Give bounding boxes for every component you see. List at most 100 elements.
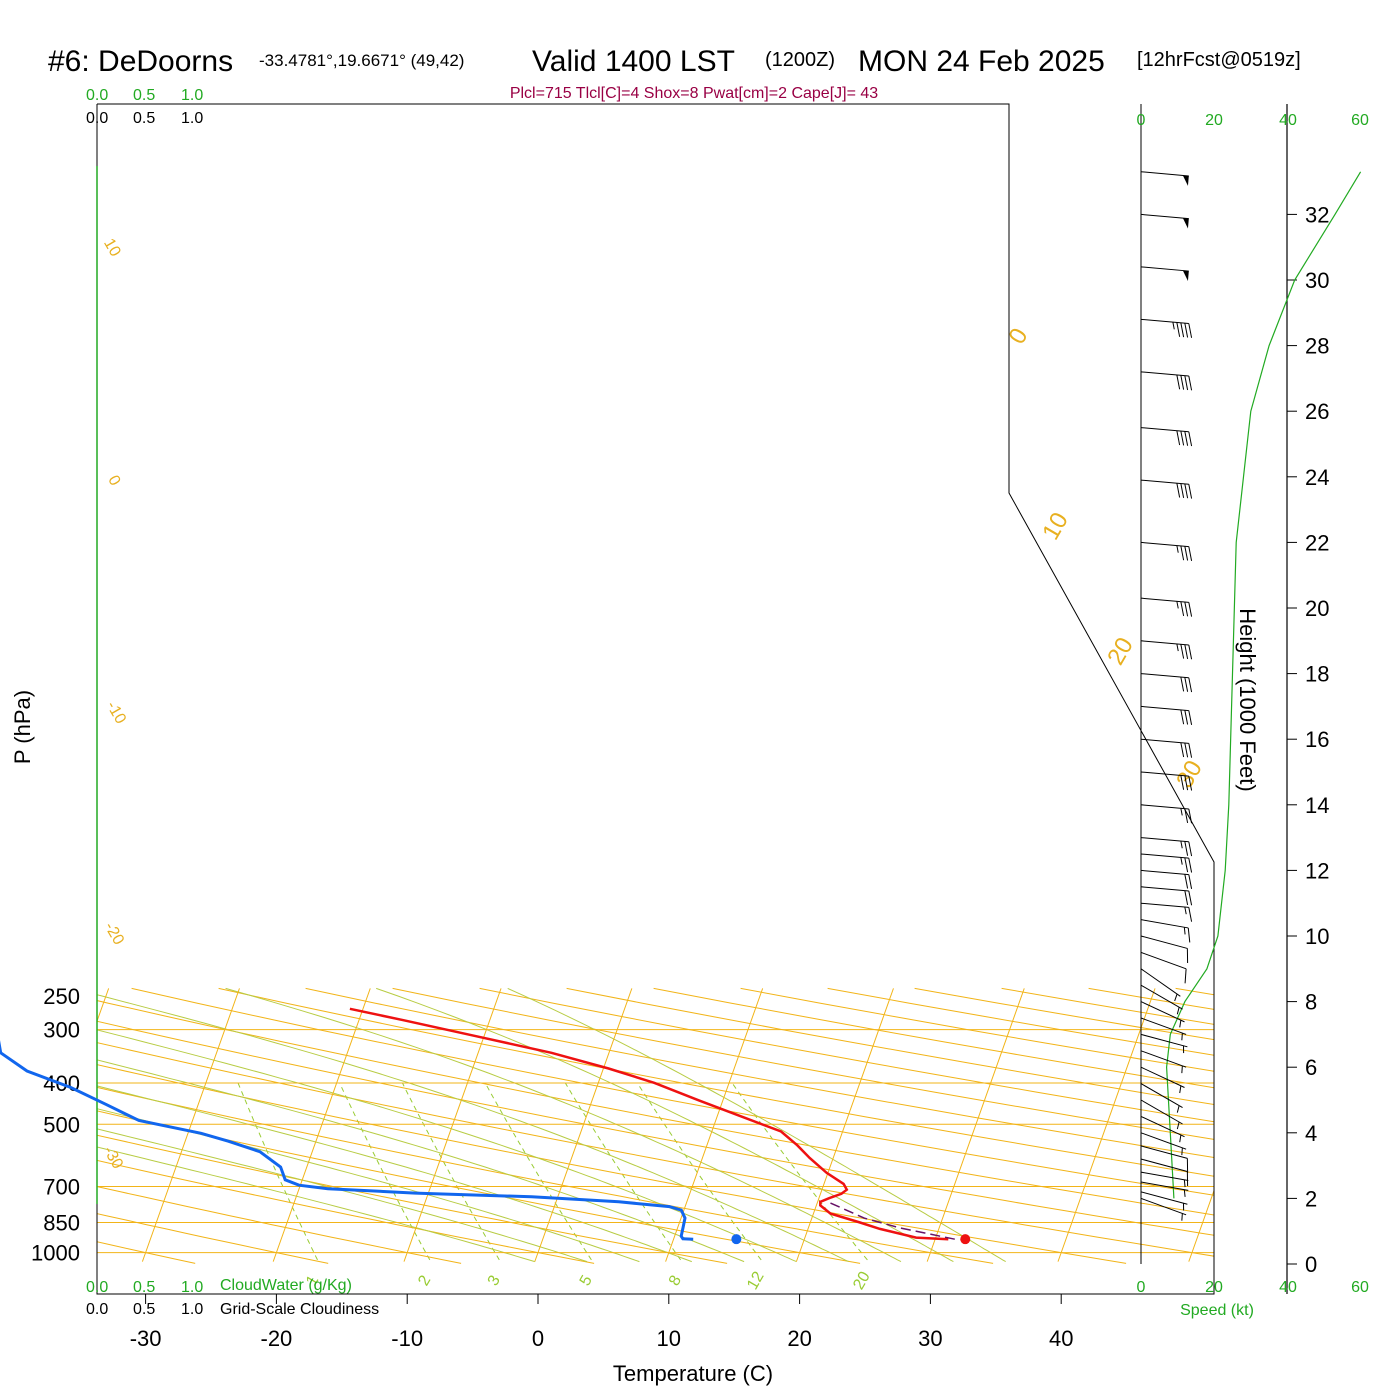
dry-adiabat-line <box>479 987 1214 1264</box>
x-axis-label: Temperature (C) <box>613 1361 773 1386</box>
plot-frame <box>96 103 1288 1295</box>
wind-barb <box>1140 318 1193 338</box>
cloud-scale-bottom: 0.0 0.5 1.0 CloudWater (g/Kg) 0.0 0.5 1.… <box>86 1277 379 1318</box>
wind-barb <box>1140 541 1193 561</box>
isotherm-line <box>141 988 240 1262</box>
dry-adiabat-line <box>97 987 994 1264</box>
dry-adiabat-line <box>97 987 462 1264</box>
wind-barb <box>1140 1066 1185 1094</box>
isotherms <box>97 988 1400 1262</box>
wind-barb <box>1140 984 1183 1015</box>
moist-adiabat-line <box>97 987 588 1263</box>
wind-barb <box>1140 1001 1185 1028</box>
isotherm-label: -10 <box>103 698 129 727</box>
y-axis-label: P (hPa) <box>10 690 35 764</box>
dry-adiabat-line <box>97 987 595 1264</box>
cloud-water-scale-1-b: 0.5 <box>133 1279 155 1296</box>
wind-barbs <box>1140 171 1362 1221</box>
wind-barb <box>1140 869 1193 889</box>
wind-barb <box>1140 1197 1187 1221</box>
speed-tick-60-top: 60 <box>1351 112 1369 129</box>
wind-barb <box>1140 919 1191 943</box>
dry-adiabat-line <box>305 987 1214 1264</box>
wind-barb <box>1140 1181 1189 1197</box>
mixing-ratio-line <box>484 1082 592 1261</box>
pressure-tick-700: 700 <box>43 1175 80 1200</box>
isotherm-label: 30 <box>1171 756 1208 793</box>
wind-barb <box>1140 771 1193 791</box>
isotherm-line <box>795 988 894 1262</box>
dry-adiabat-line <box>97 987 329 1264</box>
dry-adiabat-line <box>131 987 1214 1264</box>
height-tick-30: 30 <box>1305 268 1329 293</box>
dry-adiabat-line <box>97 987 1214 1264</box>
height-tick-26: 26 <box>1305 399 1329 424</box>
wind-barb <box>1140 705 1193 725</box>
cloud-water-scale-1: 0.5 <box>133 87 155 104</box>
sounding-profiles <box>0 1007 971 1245</box>
cloud-scale-top: 0.0 0.5 1.0 0.0 0.5 1.0 <box>86 87 203 127</box>
mixing-label-8: 8 <box>666 1273 685 1289</box>
cloud-water-scale-0: 0.0 <box>86 87 108 104</box>
wind-barb <box>1140 1132 1187 1156</box>
wind-barb <box>1140 902 1193 922</box>
wind-barb <box>1140 968 1181 1002</box>
cloudiness-scale-2: 1.0 <box>181 110 203 127</box>
pressure-tick-850: 850 <box>43 1211 80 1236</box>
dry-adiabat-line <box>97 987 1214 1264</box>
valid-time: Valid 1400 LST <box>532 45 735 78</box>
isotherm-line <box>1057 988 1156 1262</box>
height-tick-12: 12 <box>1305 858 1329 883</box>
pressure-tick-1000: 1000 <box>31 1241 80 1266</box>
cloudiness-scale-1: 0.5 <box>133 110 155 127</box>
temp-tick-30: 30 <box>918 1326 942 1351</box>
isotherm-label: 10 <box>1037 508 1074 545</box>
temp-tick-0: 0 <box>532 1326 544 1351</box>
zulu-time: (1200Z) <box>765 49 835 71</box>
temp-tick-10: 10 <box>657 1326 681 1351</box>
height-tick-6: 6 <box>1305 1055 1317 1080</box>
mixing-ratio-line <box>636 1082 762 1261</box>
wind-barb <box>1140 1050 1187 1074</box>
height-tick-22: 22 <box>1305 530 1329 555</box>
wind-speed-line <box>1165 171 1362 1199</box>
dry-adiabat-line <box>566 987 1214 1264</box>
wind-barb <box>1140 673 1193 693</box>
wind-barb <box>1140 804 1193 824</box>
stability-indices: Plcl=715 Tlcl[C]=4 Shox=8 Pwat[cm]=2 Cap… <box>510 85 878 102</box>
cloudiness-scale-0: 0.0 <box>86 110 108 127</box>
wind-barb <box>1140 886 1193 906</box>
wind-barb <box>1140 1191 1188 1211</box>
isotherm-line <box>926 988 1025 1262</box>
pressure-tick-300: 300 <box>43 1018 80 1043</box>
temp-tick-40: 40 <box>1049 1326 1073 1351</box>
forecast-date: MON 24 Feb 2025 <box>858 45 1105 78</box>
isotherm-line <box>1320 988 1400 1261</box>
height-tick-16: 16 <box>1305 727 1329 752</box>
speed-axis-label: Speed (kt) <box>1180 1302 1254 1319</box>
wind-barb <box>1140 371 1193 391</box>
wind-barb <box>1140 640 1193 660</box>
isotherm-label: 0 <box>1003 324 1033 349</box>
temperature-line <box>349 1007 949 1241</box>
temp-tick--10: -10 <box>391 1326 423 1351</box>
height-tick-0: 0 <box>1305 1252 1317 1277</box>
dry-adiabats <box>97 987 1214 1264</box>
cloud-water-scale-0-b: 0.0 <box>86 1279 108 1296</box>
surface-temperature-dot <box>960 1234 971 1245</box>
mixing-ratio-line <box>564 1082 682 1261</box>
isotherm-label: -20 <box>101 919 127 948</box>
wind-barb <box>1140 266 1189 282</box>
wind-barb <box>1140 213 1189 229</box>
wind-barb <box>1140 1115 1185 1143</box>
surface-dewpoint-dot <box>731 1234 742 1245</box>
pressure-tick-500: 500 <box>43 1112 80 1137</box>
isotherm-label: 0 <box>104 473 123 489</box>
moist-adiabat-line <box>97 987 849 1263</box>
dry-adiabat-line <box>97 987 1127 1264</box>
wind-barb <box>1140 1033 1188 1054</box>
height-tick-8: 8 <box>1305 990 1317 1015</box>
height-tick-2: 2 <box>1305 1186 1317 1211</box>
